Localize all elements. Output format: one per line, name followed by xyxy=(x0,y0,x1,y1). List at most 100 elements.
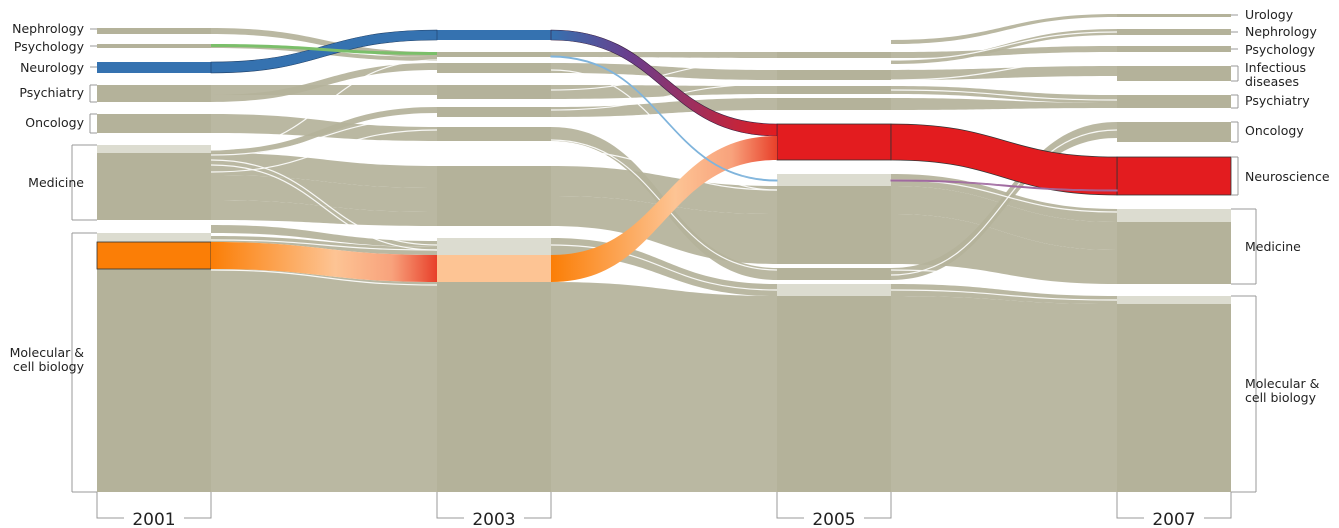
module-2007-neuroscience xyxy=(1116,156,1232,196)
flow-thread-9 xyxy=(550,149,778,191)
flow-orange-01-03 xyxy=(211,242,437,282)
label-2007-medicine: Medicine xyxy=(1245,239,1301,254)
module-2001-orange xyxy=(96,241,212,270)
module-2007-molecular-top xyxy=(1117,296,1231,304)
module-2005-c xyxy=(777,86,891,94)
flow-thin-purple xyxy=(890,179,1118,192)
module-2007-medicine-top xyxy=(1117,209,1231,222)
year-2003: 2003 xyxy=(472,510,515,528)
module-2003-d xyxy=(437,107,551,117)
flow-orange-03-05 xyxy=(551,136,777,282)
flow-gray-27 xyxy=(891,214,1117,284)
label-2001-medicine: Medicine xyxy=(28,175,84,190)
label-2001-molecular: Molecular & cell biology xyxy=(10,345,85,374)
flow-thread-13 xyxy=(890,59,1118,81)
module-2007-nephrology xyxy=(1117,29,1231,35)
module-2003-e xyxy=(437,127,551,141)
flow-gray-17 xyxy=(551,166,777,214)
module-2005-b xyxy=(777,70,891,80)
year-2005: 2005 xyxy=(812,510,855,528)
flow-thread-1 xyxy=(210,159,438,246)
module-2005-medicine-top xyxy=(777,174,891,186)
label-2007-psychiatry: Psychiatry xyxy=(1245,93,1310,108)
module-2003-a xyxy=(437,52,551,57)
labels-left: Nephrology Psychology Neurology Psychiat… xyxy=(10,21,85,374)
module-2003-neurology xyxy=(437,30,551,40)
module-2005-a xyxy=(777,52,891,58)
module-2003-medicine xyxy=(437,166,551,226)
flow-thread-0 xyxy=(210,59,438,151)
module-2001-molecular-top xyxy=(97,233,211,242)
flow-gray-8 xyxy=(211,107,437,156)
label-2001-oncology: Oncology xyxy=(25,115,84,130)
label-2007-neuroscience: Neuroscience xyxy=(1245,169,1330,184)
flow-gray-21 xyxy=(891,46,1117,58)
module-2003-c xyxy=(437,85,551,99)
label-2001-psychology: Psychology xyxy=(14,39,85,54)
module-2005-d xyxy=(777,98,891,110)
flow-neuroscience-05-07 xyxy=(890,123,1118,196)
flow-gray-30 xyxy=(891,296,1117,492)
flow-thread-5 xyxy=(210,239,438,251)
module-2001-neurology xyxy=(97,62,211,73)
module-2005-molecular xyxy=(777,284,891,492)
flow-thread-4 xyxy=(210,117,438,156)
flow-thread-15 xyxy=(890,129,1118,276)
module-2007-psychiatry xyxy=(1117,95,1231,108)
flow-gray-24 xyxy=(891,98,1117,110)
year-labels: 2001 2003 2005 2007 xyxy=(132,510,1195,528)
flow-thread-7 xyxy=(550,69,778,191)
year-2007: 2007 xyxy=(1152,510,1195,528)
module-2001-medicine-top xyxy=(97,145,211,153)
module-2001-oncology xyxy=(97,114,211,133)
flow-gray-26 xyxy=(891,186,1117,250)
flow-thin-blue xyxy=(550,55,778,182)
flow-thread-2 xyxy=(210,164,438,251)
flow-gray-22 xyxy=(891,66,1117,80)
module-2007-infectious xyxy=(1117,66,1231,81)
module-2001-psychology xyxy=(97,44,211,48)
flow-thread-11 xyxy=(550,59,778,91)
modules-2005 xyxy=(776,52,892,492)
flows-white xyxy=(210,31,1118,301)
flow-thread-6 xyxy=(210,269,438,286)
modules-2007 xyxy=(1116,14,1232,492)
flow-gray-20 xyxy=(551,282,777,492)
label-2007-urology: Urology xyxy=(1245,7,1294,22)
label-2007-psychology: Psychology xyxy=(1245,42,1316,57)
flow-psychology-01-03 xyxy=(211,44,437,55)
flow-gray-7 xyxy=(211,200,437,226)
label-2007-molecular: Molecular & cell biology xyxy=(1245,376,1320,405)
module-2003-b xyxy=(437,63,551,73)
flow-gray-0 xyxy=(211,28,437,57)
module-2003-orange xyxy=(437,255,551,282)
module-2001-nephrology xyxy=(97,28,211,34)
flow-gray-28 xyxy=(891,174,1117,222)
flow-thread-12 xyxy=(550,83,778,111)
brackets xyxy=(71,14,1257,519)
module-2005-medicine xyxy=(777,174,891,264)
flow-thread-18 xyxy=(890,89,1118,101)
flow-thread-19 xyxy=(890,269,1118,291)
label-2001-psychiatry: Psychiatry xyxy=(19,85,84,100)
module-2005-e xyxy=(777,268,891,280)
year-2001: 2001 xyxy=(132,510,175,528)
module-2001-psychiatry xyxy=(97,85,211,102)
module-2005-molecular-top xyxy=(777,284,891,296)
flow-gray-3 xyxy=(211,63,437,102)
label-2007-nephrology: Nephrology xyxy=(1245,24,1317,39)
flow-neurology-03-05 xyxy=(550,29,778,137)
flow-thread-16 xyxy=(890,289,1118,301)
flow-gray-14 xyxy=(551,85,777,99)
flow-gray-5 xyxy=(211,153,437,188)
flow-thread-3 xyxy=(210,129,438,173)
flow-thread-17 xyxy=(890,31,1118,61)
flow-neurology-01-03 xyxy=(210,29,438,74)
label-2001-neurology: Neurology xyxy=(20,60,85,75)
module-2007-oncology xyxy=(1117,122,1231,142)
flow-gray-13 xyxy=(551,63,777,80)
flows-color xyxy=(210,29,1118,282)
flow-gray-32 xyxy=(891,14,1117,44)
module-2007-psychology xyxy=(1117,46,1231,52)
